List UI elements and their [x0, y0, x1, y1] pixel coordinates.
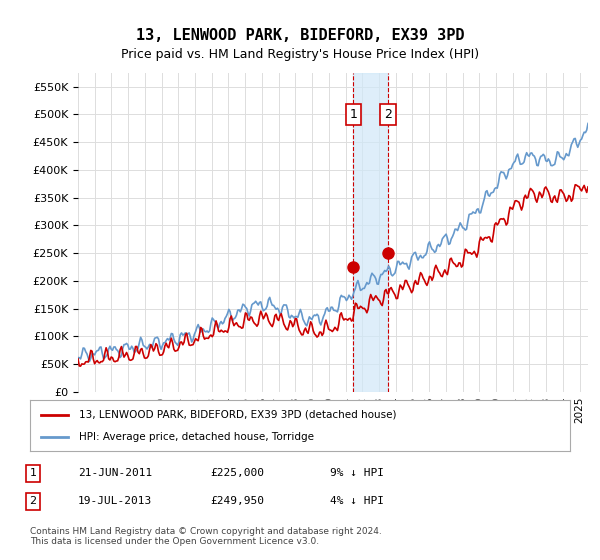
Text: 1: 1 — [29, 468, 37, 478]
Text: 19-JUL-2013: 19-JUL-2013 — [78, 496, 152, 506]
Text: 4% ↓ HPI: 4% ↓ HPI — [330, 496, 384, 506]
Text: 1: 1 — [349, 108, 358, 121]
Text: 13, LENWOOD PARK, BIDEFORD, EX39 3PD (detached house): 13, LENWOOD PARK, BIDEFORD, EX39 3PD (de… — [79, 409, 396, 419]
Text: HPI: Average price, detached house, Torridge: HPI: Average price, detached house, Torr… — [79, 432, 314, 442]
Bar — [353, 73, 388, 392]
Text: 2: 2 — [384, 108, 392, 121]
Text: Contains HM Land Registry data © Crown copyright and database right 2024.
This d: Contains HM Land Registry data © Crown c… — [30, 526, 382, 546]
Text: 21-JUN-2011: 21-JUN-2011 — [78, 468, 152, 478]
Text: £249,950: £249,950 — [210, 496, 264, 506]
Text: 13, LENWOOD PARK, BIDEFORD, EX39 3PD: 13, LENWOOD PARK, BIDEFORD, EX39 3PD — [136, 28, 464, 43]
Text: £225,000: £225,000 — [210, 468, 264, 478]
Text: 2: 2 — [29, 496, 37, 506]
Text: Price paid vs. HM Land Registry's House Price Index (HPI): Price paid vs. HM Land Registry's House … — [121, 48, 479, 60]
Text: 9% ↓ HPI: 9% ↓ HPI — [330, 468, 384, 478]
